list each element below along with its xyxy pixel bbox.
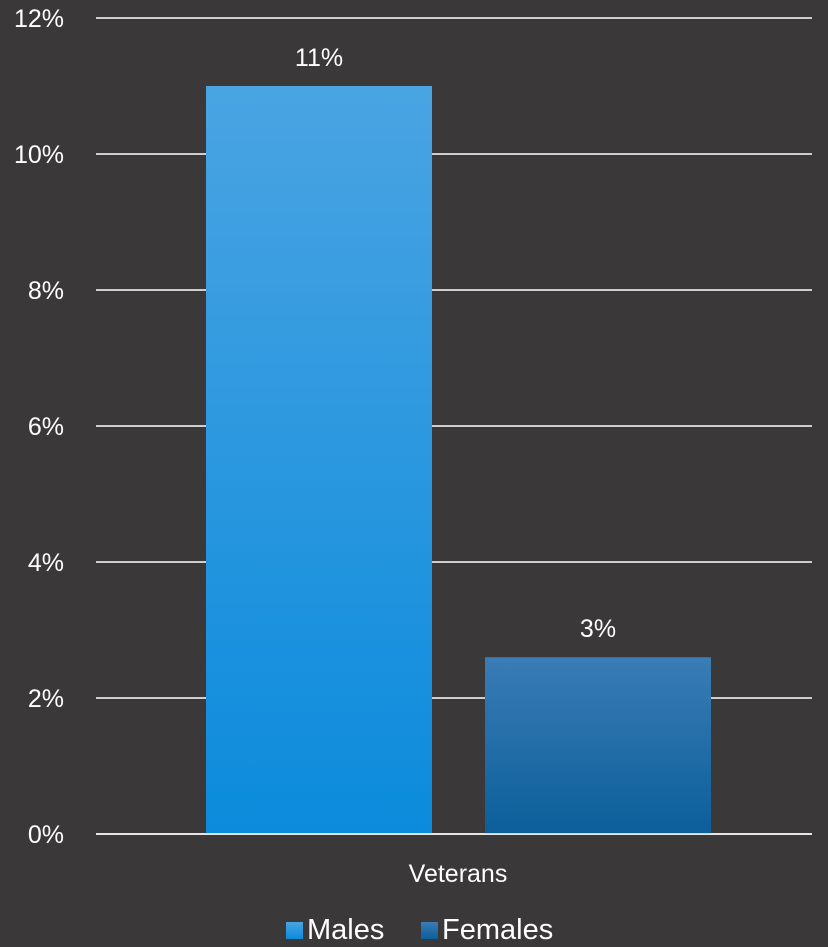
bar-females	[485, 657, 711, 834]
legend: Males Females	[286, 914, 553, 946]
y-tick-label: 6%	[28, 413, 64, 441]
y-tick-label: 4%	[28, 549, 64, 577]
data-labels: 11% 3%	[295, 44, 616, 643]
bar-males	[206, 86, 432, 834]
category-label: Veterans	[409, 860, 508, 888]
y-tick-label: 8%	[28, 277, 64, 305]
y-tick-label: 12%	[14, 5, 64, 33]
bars	[96, 86, 812, 835]
legend-label-males: Males	[307, 914, 384, 946]
y-axis-tick-labels: 0% 2% 4% 6% 8% 10% 12%	[14, 5, 64, 849]
legend-swatch-females	[421, 922, 438, 939]
data-label-males: 11%	[295, 44, 343, 72]
y-tick-label: 10%	[14, 141, 64, 169]
x-axis-category-labels: Veterans	[409, 860, 508, 888]
data-label-females: 3%	[580, 615, 616, 643]
y-tick-label: 0%	[28, 821, 64, 849]
legend-label-females: Females	[442, 914, 553, 946]
legend-swatch-males	[286, 922, 303, 939]
y-tick-label: 2%	[28, 685, 64, 713]
